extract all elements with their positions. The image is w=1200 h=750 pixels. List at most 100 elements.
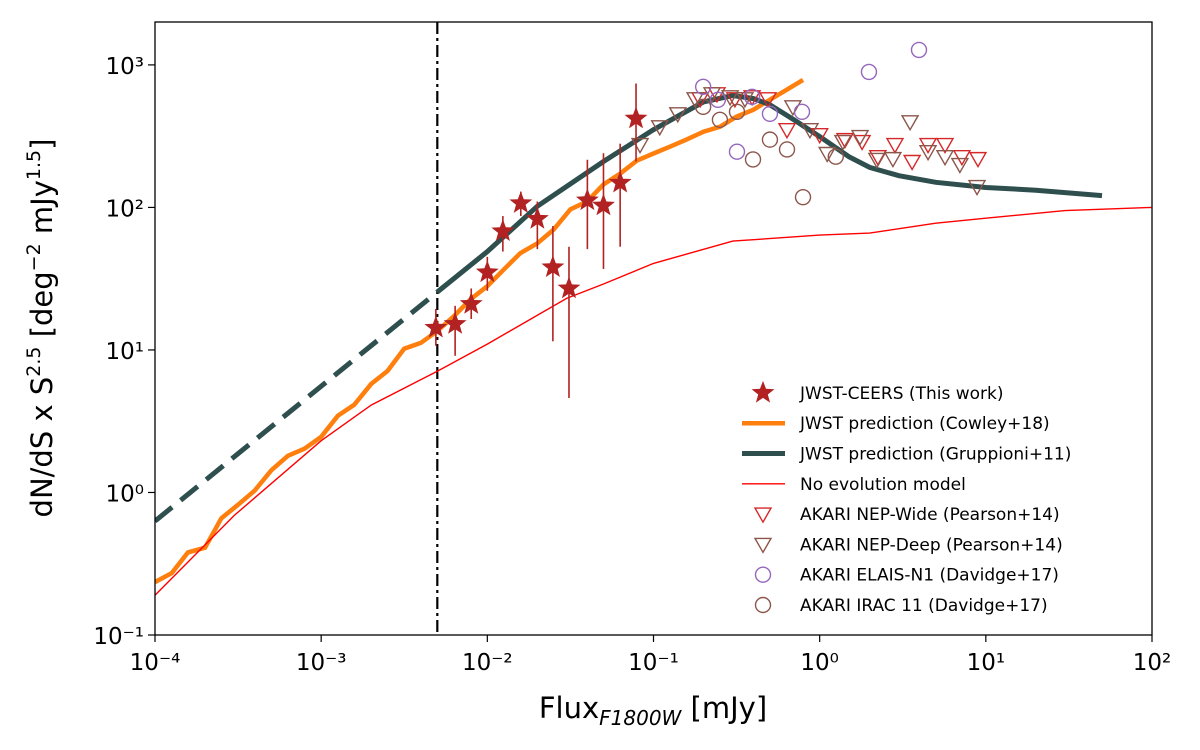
star-marker bbox=[475, 260, 499, 283]
star-marker bbox=[576, 188, 599, 211]
triangle-marker bbox=[950, 157, 970, 174]
triangle-marker bbox=[918, 145, 938, 162]
x-tick-label: 10⁻³ bbox=[296, 650, 347, 676]
circle-marker bbox=[793, 103, 811, 120]
x-tick-label: 10⁻² bbox=[462, 650, 513, 676]
legend-label: AKARI NEP-Deep (Pearson+14) bbox=[800, 535, 1063, 555]
star-marker bbox=[557, 276, 581, 299]
y-label-part: 1.5 bbox=[23, 150, 45, 180]
triangle-marker bbox=[968, 151, 988, 169]
triangle-marker bbox=[753, 507, 773, 524]
series-line bbox=[435, 92, 1103, 294]
triangle-marker bbox=[967, 179, 987, 197]
triangle-marker bbox=[867, 152, 887, 169]
triangle-marker bbox=[833, 134, 853, 151]
y-tick-label: 10⁰ bbox=[106, 481, 145, 507]
star-marker bbox=[624, 106, 648, 129]
y-label-part: ] bbox=[25, 139, 59, 150]
triangle-marker bbox=[885, 137, 905, 154]
circle-marker bbox=[711, 111, 729, 128]
triangle-marker bbox=[742, 90, 762, 107]
y-label-part: mJy bbox=[25, 180, 59, 243]
legend-label: JWST-CEERS (This work) bbox=[799, 384, 1003, 404]
circle-marker bbox=[709, 91, 727, 109]
y-label-part: −2 bbox=[23, 243, 45, 271]
x-tick-label: 10⁻¹ bbox=[628, 650, 679, 676]
star-marker bbox=[424, 315, 448, 338]
circle-marker bbox=[827, 148, 844, 165]
triangle-marker bbox=[810, 127, 829, 145]
legend-label: AKARI NEP-Wide (Pearson+14) bbox=[800, 505, 1060, 525]
star-marker bbox=[509, 191, 533, 213]
triangle-marker bbox=[902, 154, 922, 171]
x-tick-label: 10² bbox=[1133, 650, 1172, 676]
triangle-marker bbox=[720, 90, 740, 107]
circle-marker bbox=[694, 78, 712, 96]
y-label-part: 2.5 bbox=[23, 347, 45, 377]
circle-marker bbox=[794, 188, 812, 206]
x-label-main: Flux bbox=[539, 691, 599, 725]
star-marker bbox=[459, 292, 483, 314]
circle-marker bbox=[754, 596, 772, 614]
star-marker bbox=[541, 255, 565, 277]
star-marker bbox=[751, 380, 775, 403]
y-axis-label: dN/dS x S2.5 [deg−2 mJy1.5] bbox=[23, 139, 59, 518]
x-label-unit: [mJy] bbox=[681, 691, 767, 725]
circle-marker bbox=[754, 566, 772, 583]
series-line bbox=[155, 290, 439, 524]
triangle-marker bbox=[952, 149, 972, 167]
triangle-marker bbox=[702, 87, 722, 104]
series-line bbox=[155, 206, 1152, 596]
triangle-marker bbox=[758, 92, 778, 109]
y-tick-label: 10³ bbox=[106, 54, 145, 80]
legend-label: No evolution model bbox=[800, 475, 966, 495]
x-tick-label: 10⁰ bbox=[800, 650, 839, 676]
triangle-marker bbox=[900, 115, 920, 132]
triangle-marker bbox=[850, 129, 870, 147]
star-marker bbox=[525, 207, 549, 229]
triangle-marker bbox=[650, 120, 669, 137]
circle-marker bbox=[761, 131, 779, 148]
x-axis-label: FluxF1800W [mJy] bbox=[539, 691, 767, 730]
star-marker bbox=[491, 219, 515, 241]
x-tick-label: 10⁻⁴ bbox=[130, 650, 181, 676]
circle-marker bbox=[761, 105, 779, 122]
series-line bbox=[155, 77, 805, 585]
y-tick-label: 10¹ bbox=[106, 339, 145, 365]
triangle-marker bbox=[753, 537, 773, 554]
y-label-part: [deg bbox=[25, 271, 59, 346]
circle-marker bbox=[744, 151, 762, 168]
star-marker bbox=[443, 312, 467, 334]
legend-label: AKARI IRAC 11 (Davidge+17) bbox=[800, 596, 1048, 616]
x-label-subscript: F1800W bbox=[599, 706, 682, 730]
circle-marker bbox=[728, 103, 746, 120]
star-marker bbox=[592, 193, 615, 216]
plot-area bbox=[155, 22, 1152, 635]
legend-label: AKARI ELAIS-N1 (Davidge+17) bbox=[800, 566, 1059, 586]
triangle-marker bbox=[668, 107, 687, 124]
circle-marker bbox=[694, 98, 712, 116]
triangle-marker bbox=[835, 132, 855, 150]
legend-label: JWST prediction (Cowley+18) bbox=[799, 414, 1050, 434]
triangle-marker bbox=[783, 100, 803, 117]
triangle-marker bbox=[777, 123, 797, 140]
triangle-marker bbox=[935, 137, 955, 154]
triangle-marker bbox=[725, 92, 745, 109]
circle-marker bbox=[778, 141, 796, 158]
triangle-marker bbox=[817, 146, 837, 163]
circle-marker bbox=[910, 41, 928, 59]
triangle-marker bbox=[800, 123, 820, 140]
legend-label: JWST prediction (Gruppioni+11) bbox=[799, 445, 1071, 465]
triangle-marker bbox=[883, 151, 903, 169]
star-marker bbox=[608, 170, 632, 193]
y-tick-label: 10⁻¹ bbox=[93, 624, 144, 650]
circle-marker bbox=[743, 88, 761, 106]
plot-frame bbox=[154, 21, 1153, 636]
circle-marker bbox=[728, 143, 746, 160]
y-label-part: dN/dS x S bbox=[25, 377, 59, 518]
y-tick-label: 10² bbox=[106, 196, 145, 222]
x-tick-label: 10¹ bbox=[967, 650, 1006, 676]
triangle-marker bbox=[935, 149, 955, 167]
circle-marker bbox=[860, 63, 878, 81]
